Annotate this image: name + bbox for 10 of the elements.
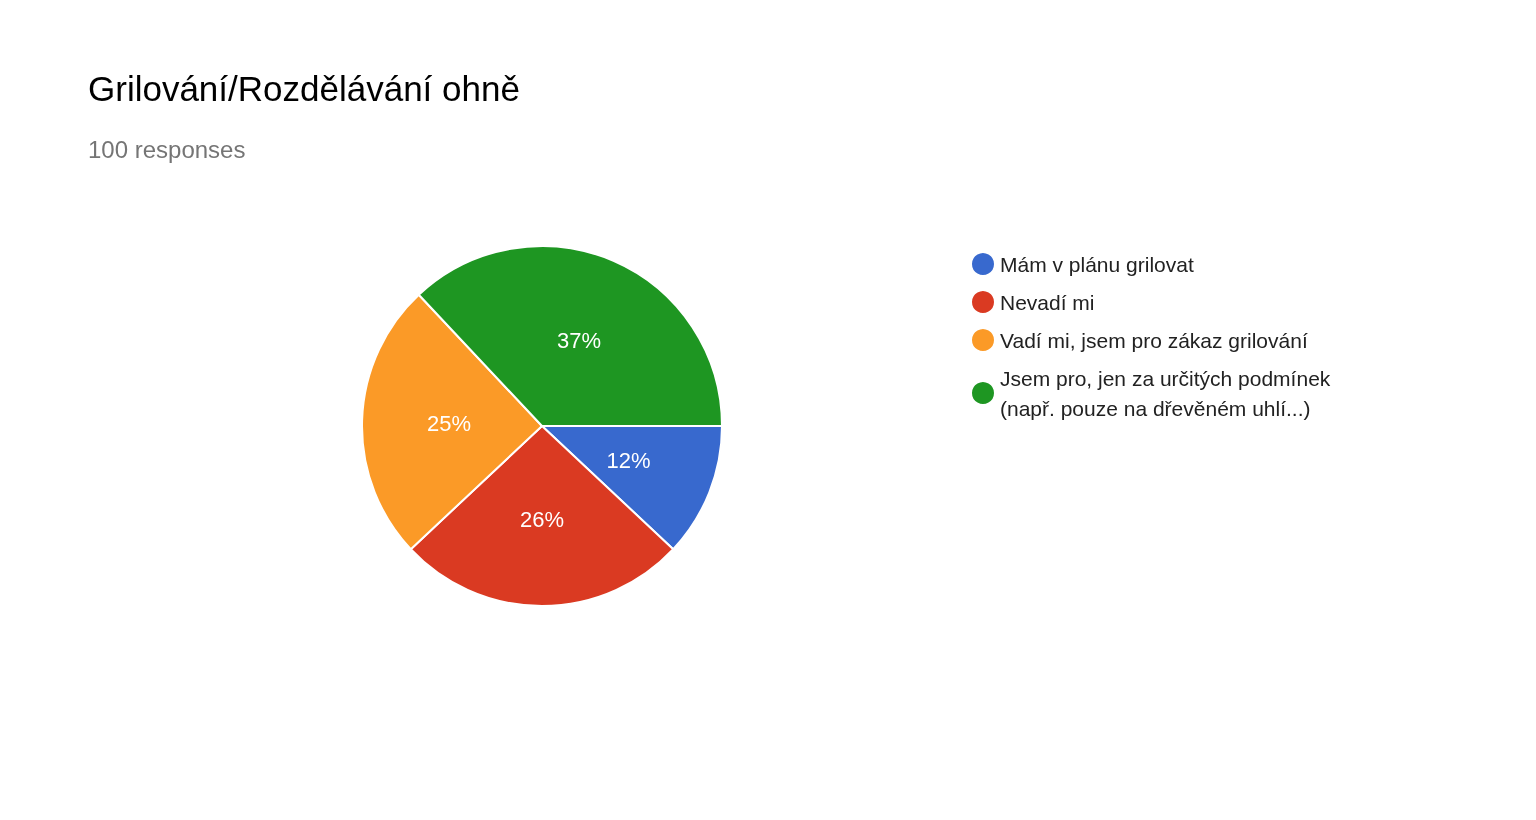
text: 100 responses — [88, 135, 246, 163]
legend-label: Nevadí mi — [1000, 290, 1095, 314]
legend-label: Mám v plánu grilovat — [1000, 252, 1194, 276]
legend-label: Jsem pro, jen za určitých podmínek (např. pouze na dřevěném uhlí...) — [1000, 366, 1337, 420]
chart-title: Grilování/Rozdělávání ohně — [88, 69, 520, 108]
legend-label: Vadí mi, jsem pro zákaz grilování — [1000, 328, 1308, 352]
data-label: 12% — [606, 447, 651, 473]
data-label: 25% — [427, 410, 472, 436]
data-label: 37% — [556, 328, 601, 354]
data-label: 26% — [519, 506, 565, 532]
